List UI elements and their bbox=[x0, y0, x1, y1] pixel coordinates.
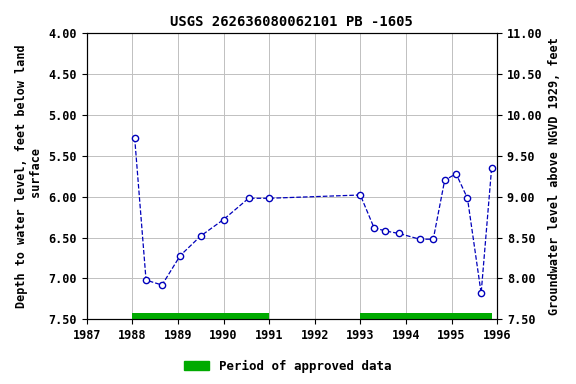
Title: USGS 262636080062101 PB -1605: USGS 262636080062101 PB -1605 bbox=[170, 15, 414, 29]
Legend: Period of approved data: Period of approved data bbox=[179, 355, 397, 378]
Y-axis label: Groundwater level above NGVD 1929, feet: Groundwater level above NGVD 1929, feet bbox=[548, 37, 561, 315]
Y-axis label: Depth to water level, feet below land
 surface: Depth to water level, feet below land su… bbox=[15, 45, 43, 308]
